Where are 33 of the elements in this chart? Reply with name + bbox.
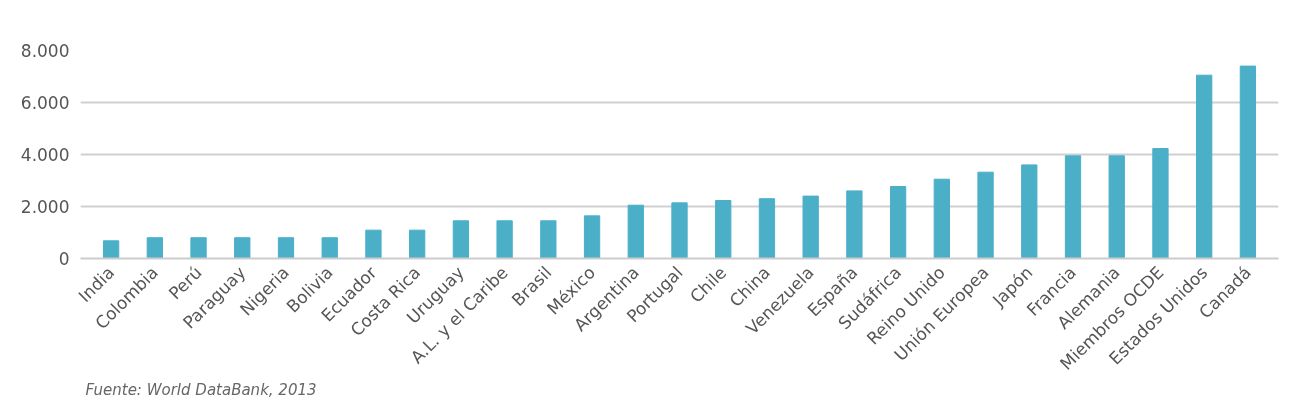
bar (409, 229, 426, 259)
y-tick-label: 4.000 (20, 145, 70, 165)
y-tick-label: 2.000 (20, 197, 70, 217)
bar (146, 237, 163, 259)
bar (1196, 74, 1213, 259)
bar (321, 237, 338, 259)
bar (1108, 155, 1125, 259)
bar (277, 237, 295, 259)
bar (1152, 148, 1169, 259)
source-note: Fuente: World DataBank, 2013 (85, 380, 317, 399)
bar (977, 171, 994, 259)
y-tick-label: 0 (58, 249, 70, 269)
bar (1064, 155, 1082, 259)
bar (234, 237, 251, 259)
bar (583, 215, 601, 259)
bar (1239, 65, 1257, 259)
bar (715, 200, 732, 259)
bar (889, 185, 907, 259)
bar (846, 190, 863, 259)
bar (190, 237, 207, 259)
bar (758, 198, 776, 259)
y-tick-label: 6.000 (20, 93, 70, 113)
bar (365, 229, 382, 259)
bar (1021, 164, 1038, 259)
bar (933, 178, 950, 259)
bar (540, 220, 557, 259)
bar (627, 204, 644, 259)
bar (102, 240, 120, 259)
bar (496, 220, 513, 259)
bar (671, 202, 688, 259)
y-tick-label: 8.000 (20, 41, 70, 61)
bar (452, 220, 470, 259)
bar (802, 195, 819, 259)
